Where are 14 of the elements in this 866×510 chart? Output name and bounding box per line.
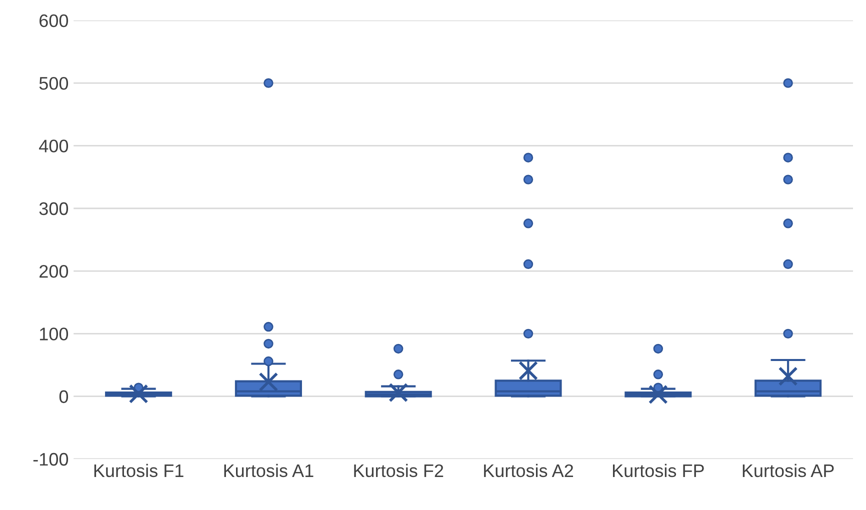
x-tick-label: Kurtosis F2	[354, 464, 444, 478]
y-tick-label: 600	[40, 14, 68, 28]
y-tick-label: 400	[39, 140, 68, 152]
y-tick-label: -100	[33, 452, 68, 466]
y-tick-label: 100	[40, 328, 68, 340]
y-tick-label: 500	[39, 76, 68, 90]
y-tick-label: 300	[39, 202, 68, 216]
x-tick-label: Kurtosis A2	[484, 464, 574, 478]
x-tick-label: Kurtosis F1	[94, 464, 184, 478]
y-tick-label: 200	[40, 264, 68, 278]
y-tick-label: 0	[59, 390, 68, 404]
x-tick-label: Kurtosis AP	[742, 464, 834, 478]
x-tick-label: Kurtosis FP	[612, 464, 704, 478]
x-tick-label: Kurtosis A1	[224, 464, 314, 478]
